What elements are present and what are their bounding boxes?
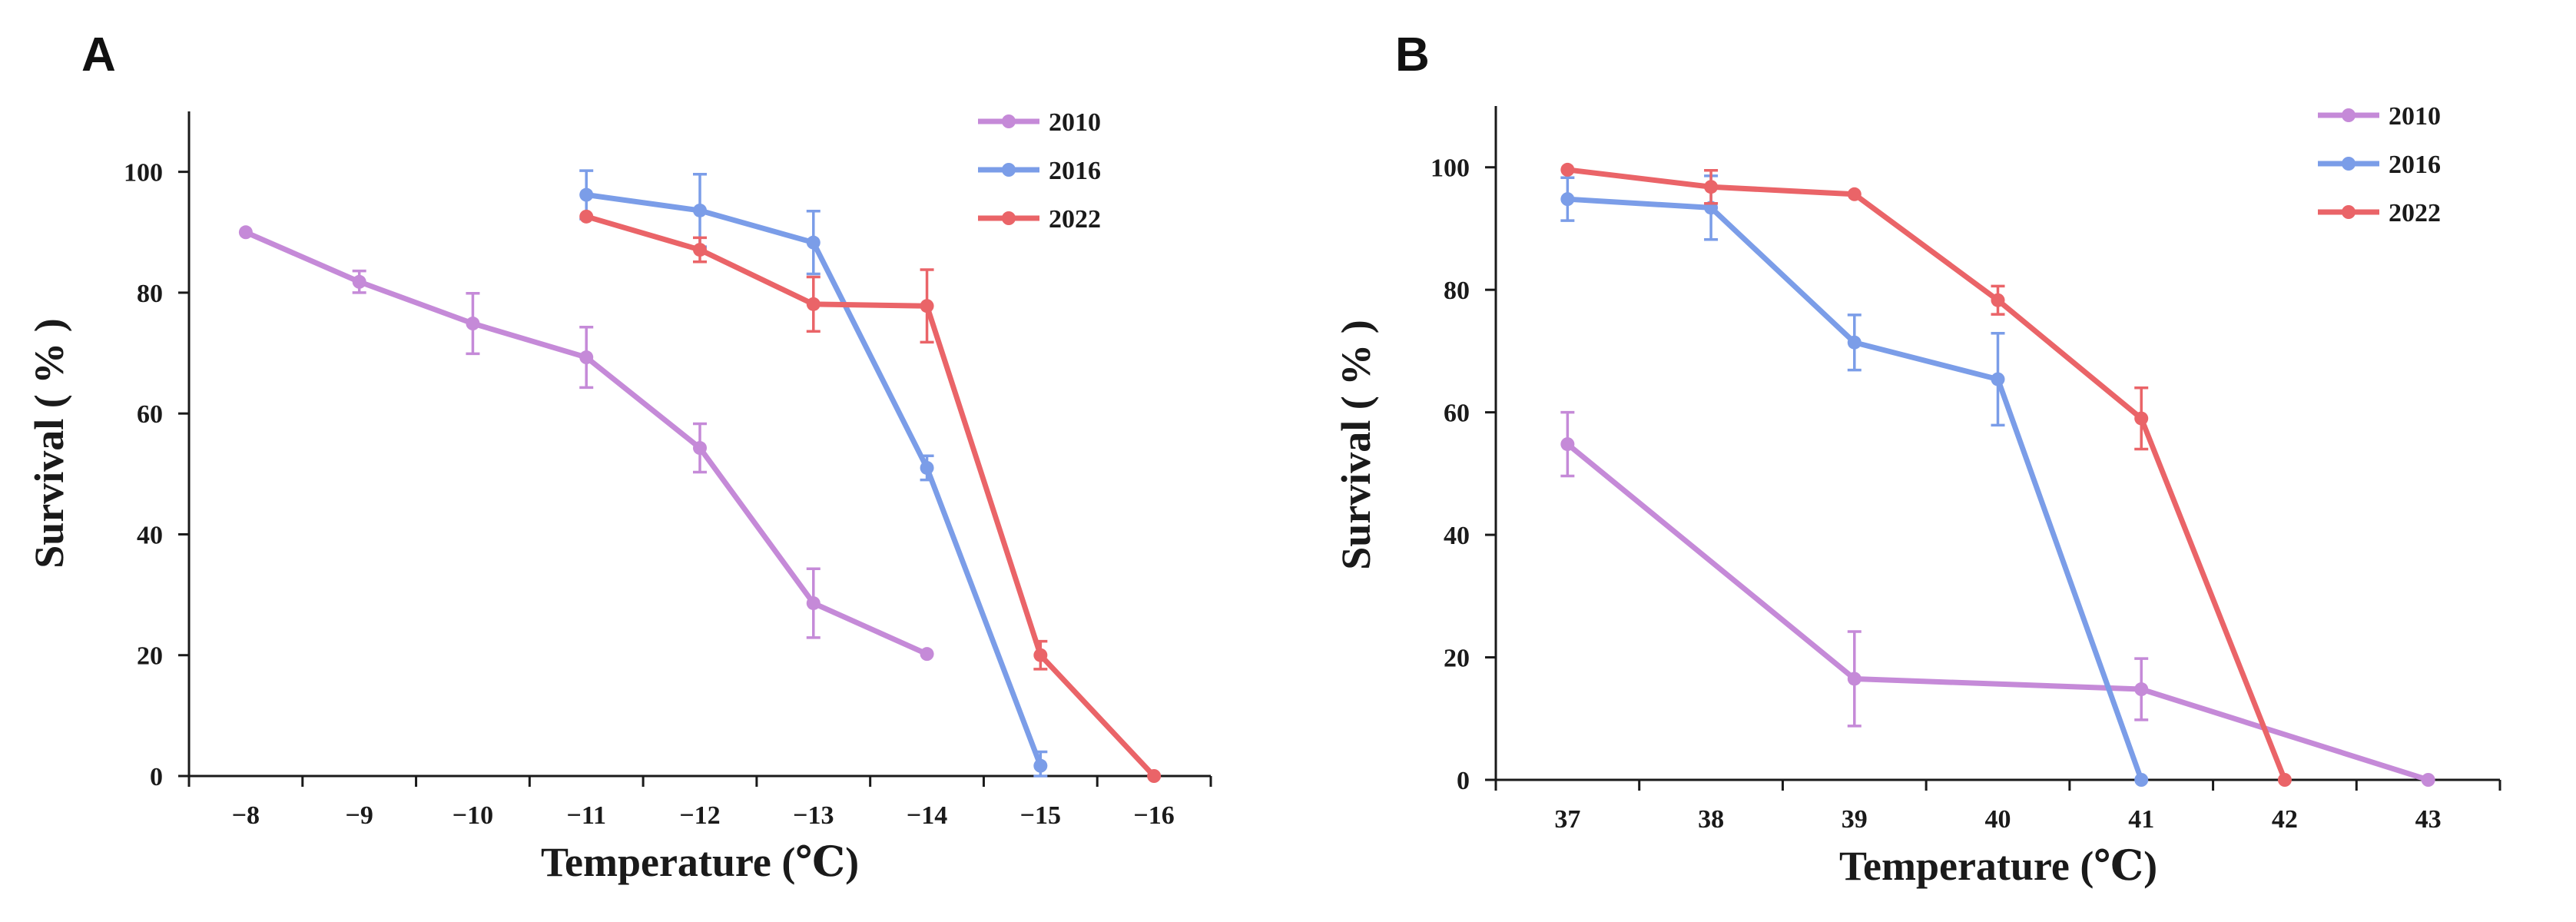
data-point-a-2022 [806,297,821,311]
y-tick-label-a: 80 [137,280,163,308]
data-point-a-2016 [806,235,821,250]
data-point-b-2010 [2421,773,2435,787]
x-tick-label-a: −8 [232,801,260,830]
series-line-a-2022 [583,214,1157,779]
data-point-a-2010 [920,647,934,662]
data-point-a-2010 [806,596,821,611]
x-tick-label-a: −16 [1133,801,1174,830]
data-point-a-2010 [579,350,594,365]
y-tick-label-a: 40 [137,521,163,549]
data-point-b-2016 [1847,335,1862,350]
y-tick-label-b: 40 [1444,522,1470,550]
data-point-b-2022 [2277,773,2292,787]
y-axis-title-b: Survival ( % ) [1333,320,1379,570]
legend-label-b-2016: 2016 [2389,151,2441,179]
legend-label-a-2010: 2010 [1049,108,1101,137]
data-point-a-2010 [466,317,480,331]
x-tick-label-b: 37 [1554,805,1580,834]
data-point-b-2022 [2134,411,2149,426]
data-point-a-2022 [1033,648,1048,662]
data-point-b-2010 [1847,672,1862,686]
x-axis-title-a: Temperature (℃) [541,839,859,885]
data-point-a-2016 [579,187,594,202]
x-tick-label-a: −14 [907,801,947,830]
panel-label-b: B [1395,28,1430,81]
data-point-b-2010 [1560,437,1575,452]
chart-panel-b: B 0 20 40 60 80 100 37 38 39 40 41 42 43 Temperature (… [1288,0,2576,922]
data-point-a-2022 [920,299,934,313]
x-tick-label-b: 42 [2272,805,2298,834]
data-point-a-2022 [1147,769,1162,783]
legend-label-b-2010: 2010 [2389,102,2441,131]
x-tick-label-b: 43 [2415,805,2442,834]
chart-a-svg: A 0 20 40 60 80 100 −8 −9 −10 −11 −12 −13 −14 −15 −16 Te… [26,28,1212,885]
data-point-a-2010 [238,225,253,240]
x-tick-label-a: −15 [1020,801,1061,830]
x-tick-label-a: −10 [453,801,493,830]
series-line-b-2022 [1564,167,2288,783]
data-point-b-2022 [1704,180,1719,194]
data-point-a-2022 [579,209,594,224]
x-tick-label-a: −11 [566,801,606,830]
legend-label-a-2022: 2022 [1049,205,1101,234]
data-point-b-2022 [1991,293,2005,307]
data-point-b-2016 [1991,372,2005,386]
y-axis-title-a: Survival ( % ) [26,318,72,569]
y-tick-label-b: 0 [1457,767,1470,795]
chart-panel-a: A 0 20 40 60 80 100 −8 −9 −10 −11 −12 −13 −14 −15 −16 Te… [26,28,1212,885]
legend-marker-b-2010 [2342,108,2356,122]
data-point-a-2016 [920,460,934,475]
legend-marker-b-2022 [2342,205,2356,219]
y-tick-label-b: 20 [1444,645,1470,673]
data-point-a-2016 [1033,758,1048,773]
chart-b-svg: B 0 20 40 60 80 100 37 38 39 40 41 42 43 Temperature (… [1333,28,2501,889]
y-tick-label-b: 80 [1444,277,1470,305]
data-point-b-2016 [1560,192,1575,207]
legend-marker-b-2016 [2342,157,2356,171]
data-point-a-2022 [693,243,707,257]
y-tick-label-a: 20 [137,642,163,671]
series-line-b-2010 [1564,441,2432,783]
data-point-b-2022 [1560,162,1575,177]
legend-marker-a-2016 [1002,163,1016,177]
data-point-b-2022 [1847,187,1862,201]
y-tick-label-a: 60 [137,400,163,429]
x-tick-label-b: 40 [1985,805,2011,834]
series-line-a-2010 [243,229,930,657]
x-tick-label-b: 38 [1698,805,1724,834]
x-tick-label-a: −12 [679,801,720,830]
legend-marker-a-2010 [1002,114,1016,128]
x-tick-label-a: −9 [345,801,373,830]
y-tick-label-b: 100 [1431,154,1470,183]
legend-label-a-2016: 2016 [1049,157,1101,185]
data-point-b-2010 [2134,682,2149,697]
y-tick-label-a: 0 [150,763,163,791]
y-tick-label-a: 100 [124,159,163,187]
y-tick-label-b: 60 [1444,400,1470,428]
legend-label-b-2022: 2022 [2389,199,2441,227]
data-point-a-2010 [693,441,707,456]
legend-marker-a-2022 [1002,211,1016,225]
x-tick-label-a: −13 [793,801,834,830]
x-tick-label-b: 41 [2128,805,2154,834]
data-point-a-2010 [352,274,366,289]
data-point-a-2016 [693,203,707,217]
x-tick-label-b: 39 [1842,805,1868,834]
data-point-b-2016 [2134,773,2149,787]
x-axis-title-b: Temperature (℃) [1839,843,2157,889]
panel-label-a: A [81,28,116,81]
